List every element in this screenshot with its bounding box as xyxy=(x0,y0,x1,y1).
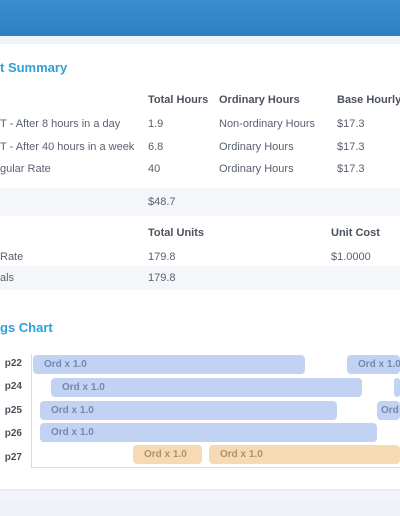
chart-bar: Ord x 1.0 xyxy=(347,355,400,374)
total-band xyxy=(0,188,400,216)
row-ordinary: Non-ordinary Hours xyxy=(219,118,315,130)
row-ordinary: Ordinary Hours xyxy=(219,163,294,175)
row-base: $17.3 xyxy=(337,118,365,130)
row-name: T - After 8 hours in a day xyxy=(0,118,121,130)
row-base: $17.3 xyxy=(337,163,365,175)
row-ordinary: Ordinary Hours xyxy=(219,141,294,153)
chart-bar: Ord xyxy=(377,401,400,420)
units-row-units: 179.8 xyxy=(148,272,176,284)
total-value: $48.7 xyxy=(148,196,176,208)
chart-bar: Ord x 1.0 xyxy=(40,423,377,442)
units-total-band xyxy=(0,266,400,290)
chart-row-label: p26 xyxy=(4,428,22,439)
chart-row-label: p22 xyxy=(4,358,22,369)
chart-bar xyxy=(394,378,400,397)
units-row-name: als xyxy=(0,272,15,284)
header-total-units: Total Units xyxy=(148,227,205,239)
chart-bar: Ord x 1.0 xyxy=(33,355,305,374)
chart-title: gs Chart xyxy=(0,320,53,335)
units-row-name: Rate xyxy=(0,251,24,263)
chart-bar: Ord x 1.0 xyxy=(51,378,362,397)
chart-bar: Ord x 1.0 xyxy=(209,445,400,464)
row-base: $17.3 xyxy=(337,141,365,153)
chart-row-label: p25 xyxy=(4,405,22,416)
chart-axis xyxy=(31,354,32,468)
row-name: gular Rate xyxy=(0,163,51,175)
header-total-hours: Total Hours xyxy=(148,94,209,106)
chart-bar: Ord x 1.0 xyxy=(40,401,337,420)
row-name: T - After 40 hours in a week xyxy=(0,141,135,153)
footer-strip xyxy=(0,500,400,516)
row-total: 40 xyxy=(148,163,161,175)
chart-bar: Ord x 1.0 xyxy=(133,445,202,464)
chart-baseline xyxy=(31,467,400,468)
row-total: 6.8 xyxy=(148,141,164,153)
chart-row-label: p24 xyxy=(4,381,22,392)
top-bar xyxy=(0,0,400,36)
header-unit-cost: Unit Cost xyxy=(331,227,380,239)
summary-title: t Summary xyxy=(0,60,68,75)
row-total: 1.9 xyxy=(148,118,164,130)
units-row-cost: $1.0000 xyxy=(331,251,371,263)
chart-row-label: p27 xyxy=(4,452,22,463)
header-ordinary-hours: Ordinary Hours xyxy=(219,94,300,106)
header-base-hourly: Base Hourly R xyxy=(337,94,400,106)
units-row-units: 179.8 xyxy=(148,251,176,263)
